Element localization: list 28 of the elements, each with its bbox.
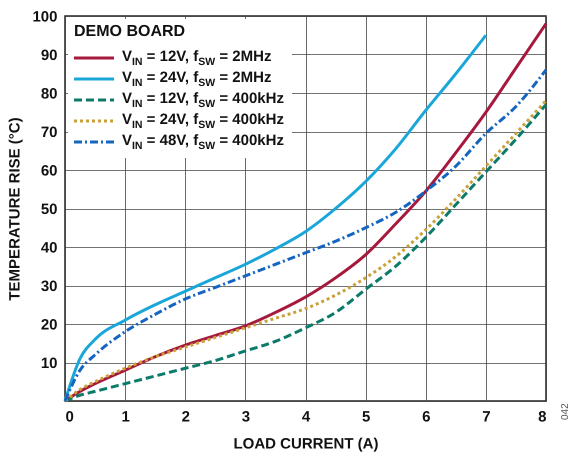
x-tick-label: 4 — [302, 408, 311, 426]
x-tick-label: 6 — [422, 408, 430, 426]
y-axis-title: TEMPERATURE RISE (°C) — [6, 117, 24, 301]
legend-label: V$_{IN}$ = 12V, f$_{SW}$ = 2MHz — [122, 48, 272, 68]
legend-title: DEMO BOARD — [74, 23, 186, 41]
x-tick-label: 1 — [121, 408, 130, 426]
y-tick-label: 20 — [40, 316, 58, 334]
text: 042 — [560, 403, 571, 420]
y-tick-label: 90 — [40, 47, 58, 64]
x-tick-label: 8 — [538, 408, 546, 426]
x-tick-label: 5 — [362, 408, 370, 426]
y-tick-label: 30 — [40, 278, 58, 295]
y-tick-label: 50 — [40, 201, 58, 218]
legend-label: V$_{IN}$ = 12V, f$_{SW}$ = 400kHz — [122, 90, 284, 110]
y-tick-label: 60 — [40, 162, 58, 180]
legend-label: V$_{IN}$ = 24V, f$_{SW}$ = 2MHz — [122, 68, 272, 88]
y-tick-label: 100 — [32, 8, 58, 26]
y-tick-label: 10 — [40, 355, 58, 372]
y-tick-label: 70 — [40, 124, 58, 141]
x-tick-label: 2 — [182, 408, 190, 426]
x-tick-label: 3 — [242, 408, 250, 426]
legend-label: V$_{IN}$ = 48V, f$_{SW}$ = 400kHz — [122, 132, 284, 152]
x-tick-label: 7 — [482, 408, 491, 426]
legend-label: V$_{IN}$ = 24V, f$_{SW}$ = 400kHz — [122, 110, 284, 130]
x-axis-title: LOAD CURRENT (A) — [234, 436, 378, 452]
x-tick-label: 0 — [66, 408, 74, 426]
y-tick-label: 80 — [40, 86, 58, 102]
y-tick-label: 40 — [40, 240, 58, 256]
